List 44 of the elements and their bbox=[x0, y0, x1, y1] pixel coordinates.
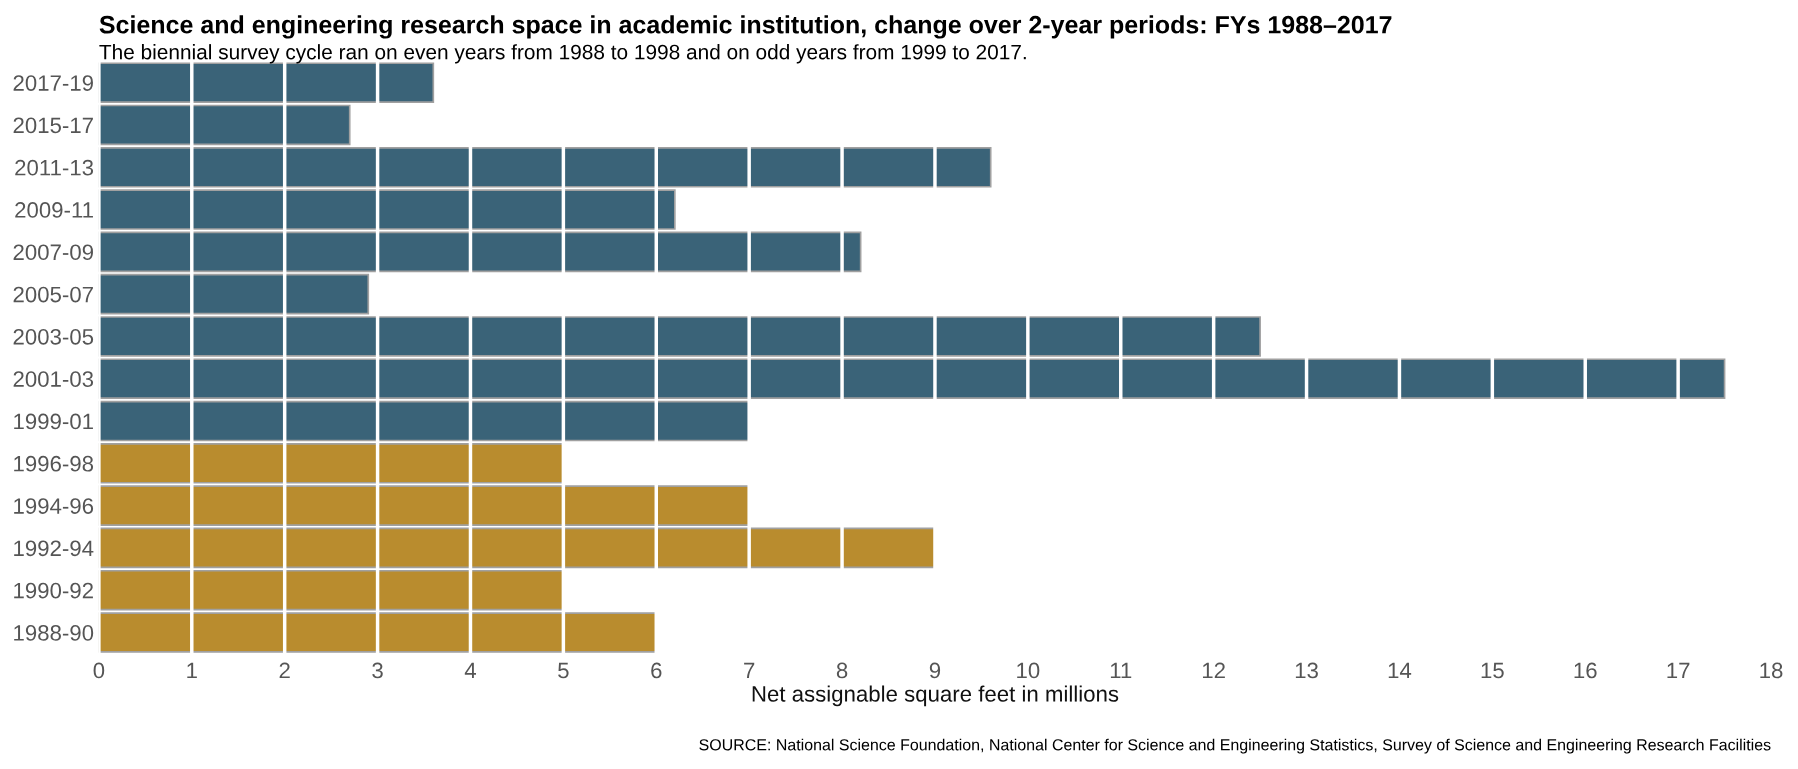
y-tick-label: 2011-13 bbox=[15, 159, 94, 176]
x-tick-label: 5 bbox=[558, 662, 569, 679]
bar bbox=[98, 273, 370, 315]
x-tick-label: 1 bbox=[187, 662, 197, 679]
chart-title: Science and engineering research space in academic institution, change over 2-year periods: FYs 1988–2017 bbox=[99, 15, 1392, 39]
y-tick-label: 1988-90 bbox=[14, 625, 94, 641]
y-tick-label: 2009-11 bbox=[15, 202, 93, 218]
x-tick-label: 8 bbox=[836, 662, 848, 679]
x-tick-label: 7 bbox=[744, 662, 755, 679]
x-tick-label: 2 bbox=[279, 662, 290, 679]
x-tick-label: 13 bbox=[1295, 662, 1318, 679]
bar bbox=[98, 62, 435, 103]
bar bbox=[98, 569, 565, 611]
y-tick-label: 2007-09 bbox=[13, 244, 93, 261]
y-tick-label: 1992-94 bbox=[14, 540, 94, 557]
y-tick-label: 1999-01 bbox=[14, 413, 93, 430]
x-tick-label: 14 bbox=[1388, 662, 1412, 679]
bar bbox=[98, 231, 862, 273]
y-tick-label: 2003-05 bbox=[13, 328, 94, 345]
y-tick-label: 2001-03 bbox=[13, 371, 94, 387]
bar bbox=[98, 104, 351, 146]
source-note: SOURCE: National Science Foundation, National Center for Science and Engineering Statistics, Survey of Science and Engineering Research Facilities bbox=[699, 738, 1771, 754]
y-tick-label: 2015-17 bbox=[13, 117, 93, 134]
x-tick-label: 3 bbox=[372, 662, 383, 679]
x-tick-label: 11 bbox=[1110, 662, 1132, 679]
y-tick-label: 2017-19 bbox=[13, 75, 93, 91]
y-tick-label: 2005-07 bbox=[13, 286, 93, 303]
x-tick-label: 6 bbox=[651, 662, 662, 679]
y-tick-label: 1996-98 bbox=[14, 455, 94, 472]
x-tick-label: 4 bbox=[464, 662, 477, 679]
x-tick-label: 18 bbox=[1760, 662, 1783, 679]
x-tick-label: 0 bbox=[93, 662, 105, 679]
chart-subtitle: The biennial survey cycle ran on even years from 1988 to 1998 and on odd years from 1999 to 2017. bbox=[99, 44, 1026, 64]
x-tick-label: 15 bbox=[1481, 662, 1504, 679]
y-tick-label: 1990-92 bbox=[14, 582, 93, 599]
x-tick-label: 16 bbox=[1574, 662, 1597, 679]
x-axis-title: Net assignable square feet in millions bbox=[752, 685, 1119, 707]
bar bbox=[98, 612, 658, 653]
x-tick-label: 17 bbox=[1667, 662, 1690, 679]
x-tick-label: 10 bbox=[1017, 662, 1040, 679]
y-tick-label: 1994-96 bbox=[14, 498, 94, 514]
x-tick-label: 9 bbox=[929, 662, 941, 679]
bar bbox=[98, 527, 936, 569]
x-tick-label: 12 bbox=[1202, 662, 1225, 679]
